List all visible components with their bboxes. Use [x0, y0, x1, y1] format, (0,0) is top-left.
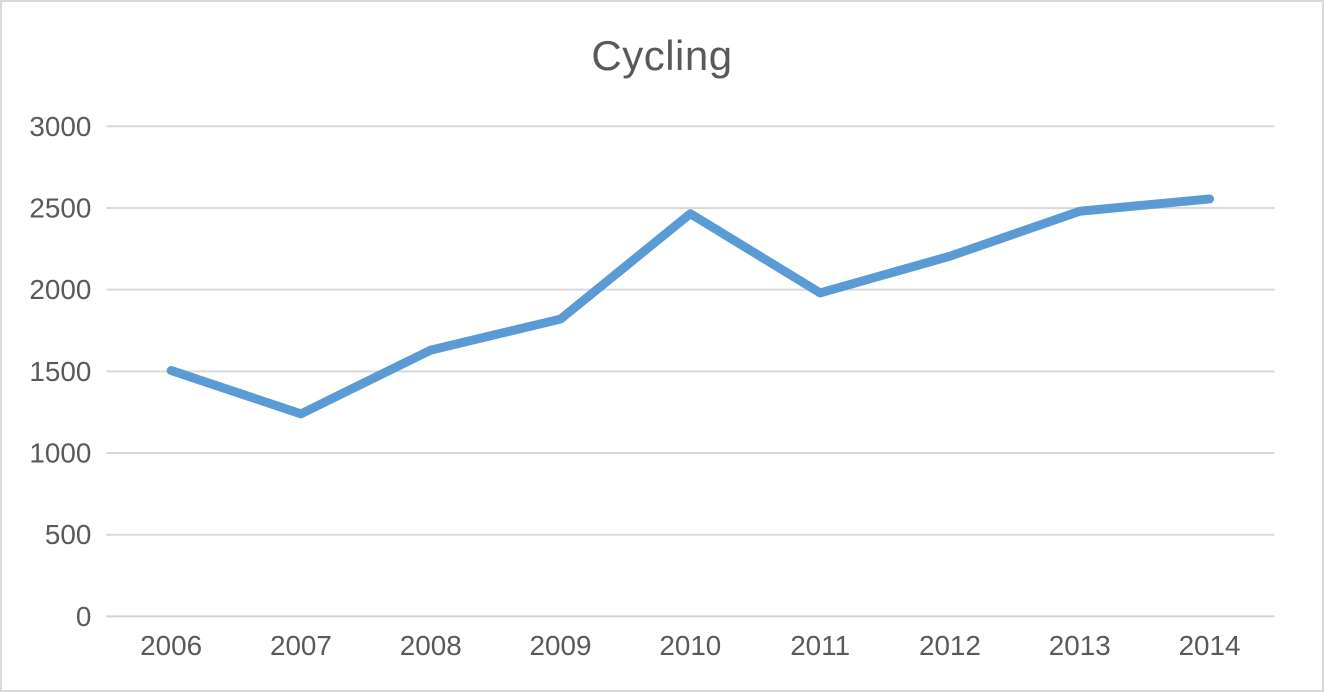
x-tick-label: 2006 — [140, 630, 202, 661]
x-tick-label: 2012 — [919, 630, 981, 661]
x-tick-label: 2009 — [530, 630, 592, 661]
x-tick-label: 2007 — [270, 630, 332, 661]
y-tick-label: 2000 — [29, 274, 91, 305]
y-tick-label: 1000 — [29, 438, 91, 469]
y-tick-label: 0 — [76, 601, 91, 632]
y-tick-label: 3000 — [29, 111, 91, 142]
x-tick-label: 2010 — [659, 630, 721, 661]
y-tick-label: 2500 — [29, 192, 91, 223]
x-tick-label: 2014 — [1179, 630, 1241, 661]
x-tick-label: 2011 — [790, 630, 850, 661]
y-tick-label: 1500 — [29, 356, 91, 387]
y-tick-label: 500 — [45, 519, 91, 550]
series-line-cycling — [166, 194, 1215, 419]
x-tick-label: 2008 — [400, 630, 462, 661]
x-tick-label: 2013 — [1049, 630, 1111, 661]
